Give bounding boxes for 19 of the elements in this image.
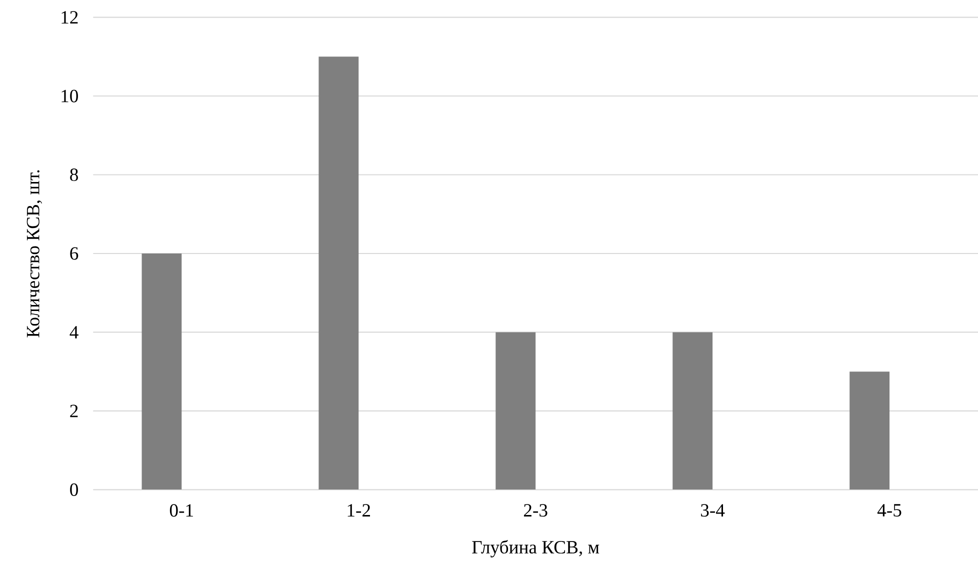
bar — [318, 56, 359, 490]
bar — [496, 332, 536, 490]
y-tick-label: 2 — [70, 404, 78, 417]
y-tick-label: 12 — [62, 10, 78, 24]
bar — [672, 332, 713, 490]
y-tick-label: 6 — [70, 246, 78, 260]
y-axis-title: Количество КСВ, шт. — [26, 170, 42, 338]
x-tick-label: 0-1 — [170, 504, 193, 516]
x-tick-label: 1-2 — [348, 504, 370, 516]
x-tick-label: 4-5 — [877, 504, 902, 516]
bar — [850, 371, 890, 490]
y-tick-label: 8 — [70, 168, 78, 181]
bar — [142, 253, 182, 490]
x-axis-title: Глубина КСВ, м — [472, 540, 600, 558]
x-tick-label: 3-4 — [701, 504, 725, 516]
y-tick-label: 0 — [70, 483, 78, 496]
y-tick-label: 10 — [62, 90, 78, 102]
x-tick-label: 2-3 — [524, 504, 548, 516]
y-tick-label: 4 — [70, 326, 78, 338]
